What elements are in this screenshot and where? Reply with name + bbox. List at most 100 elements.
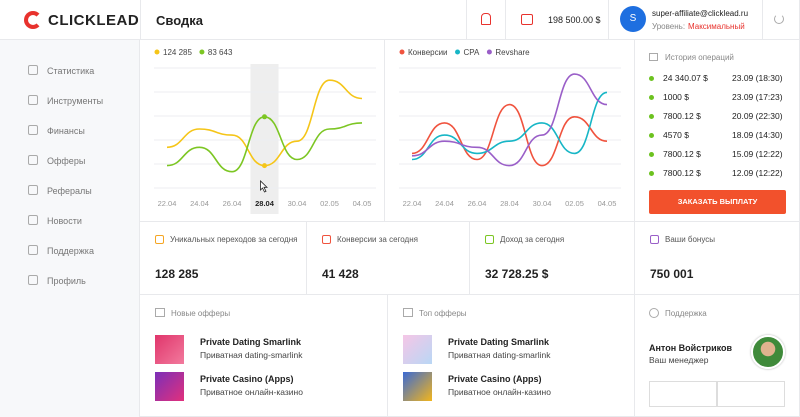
x-tick-label: 24.04 — [190, 199, 209, 208]
sidebar: Статистика Инструменты Финансы Офферы Рефера… — [0, 40, 140, 417]
history-panel: История операций ЗАКАЗАТЬ ВЫПЛАТУ 24 340… — [635, 40, 800, 222]
support-panel: Поддержка Антон Войстриков Ваш менеджер — [635, 295, 800, 417]
cursor — [260, 180, 268, 193]
x-tick-label: 28.04 — [500, 199, 519, 208]
status-dot — [649, 114, 654, 119]
stat-label: Уникальных переходов за сегодня — [170, 235, 298, 244]
offer-name[interactable]: Private Casino (Apps) — [200, 374, 294, 384]
history-amount: 7800.12 $ — [663, 111, 701, 121]
status-dot — [649, 76, 654, 81]
history-date: 12.09 (12:22) — [732, 168, 783, 178]
x-tick-label: 02.05 — [320, 199, 339, 208]
manager-name: Антон Войстриков — [649, 343, 733, 353]
menu-item[interactable]: Статистика — [47, 66, 95, 76]
history-amount: 24 340.07 $ — [663, 73, 708, 83]
menu-icon — [28, 95, 38, 105]
menu-item[interactable]: Новости — [47, 216, 82, 226]
status-dot — [649, 171, 654, 176]
x-tick-label: 22.04 — [158, 199, 177, 208]
balance: 198 500.00 $ — [548, 15, 601, 25]
bell-icon[interactable] — [481, 13, 491, 25]
x-tick-label: 22.04 — [403, 199, 422, 208]
legend-dot — [399, 49, 405, 55]
menu-icon — [28, 65, 38, 75]
divider — [466, 0, 467, 40]
menu-item[interactable]: Поддержка — [47, 246, 94, 256]
stat-icon — [485, 235, 494, 244]
divider — [608, 0, 609, 40]
history-amount: 1000 $ — [663, 92, 689, 102]
x-tick-label: 26.04 — [223, 199, 242, 208]
divider — [505, 0, 506, 40]
history-date: 23.09 (17:23) — [732, 92, 783, 102]
level-label: Уровень: — [652, 22, 686, 31]
status-dot — [649, 95, 654, 100]
stat-card: Уникальных переходов за сегодня 128 285 — [140, 222, 307, 295]
menu-item[interactable]: Офферы — [47, 156, 86, 166]
menu-icon — [28, 125, 38, 135]
new-offers-panel: Новые офферы Private Dating Smarlink Прива… — [140, 295, 388, 417]
offer-desc: Приватное онлайн-казино — [448, 387, 551, 397]
stat-card: Конверсии за сегодня 41 428 — [307, 222, 470, 295]
offer-name[interactable]: Private Dating Smarlink — [200, 337, 302, 347]
divider — [140, 0, 141, 40]
stat-value: 41 428 — [322, 267, 359, 281]
support-icon — [649, 308, 659, 318]
series-line — [411, 103, 608, 167]
stat-value: 750 001 — [650, 267, 694, 281]
offer-image — [403, 372, 432, 401]
telegram-button[interactable] — [649, 381, 717, 407]
history-title: История операций — [665, 53, 734, 62]
menu-icon — [28, 245, 38, 255]
offer-image — [403, 335, 432, 364]
legend-label: 124 285 — [163, 48, 192, 57]
offers-title: Топ офферы — [419, 309, 467, 318]
top-bar: CLICKLEAD Сводка 198 500.00 $ S super-af… — [0, 0, 800, 40]
offer-name[interactable]: Private Casino (Apps) — [448, 374, 542, 384]
offers-title: Новые офферы — [171, 309, 231, 318]
level: Максимальный — [688, 22, 745, 31]
menu-icon — [28, 215, 38, 225]
stat-label: Конверсии за сегодня — [337, 235, 418, 244]
offer-desc: Приватное онлайн-казино — [200, 387, 303, 397]
divider — [762, 0, 763, 40]
legend-label: 83 643 — [208, 48, 233, 57]
email: super-affiliate@clicklead.ru — [652, 9, 749, 18]
history-amount: 4570 $ — [663, 130, 689, 140]
stat-icon — [155, 235, 164, 244]
history-date: 18.09 (14:30) — [732, 130, 783, 140]
offers-icon — [155, 308, 165, 317]
history-date: 15.09 (12:22) — [732, 149, 783, 159]
x-tick-label: 04.05 — [353, 199, 372, 208]
logo: CLICKLEAD — [48, 12, 140, 29]
avatar[interactable]: S — [620, 6, 646, 32]
offer-desc: Приватная dating-smarlink — [200, 350, 303, 360]
menu-item[interactable]: Инструменты — [47, 96, 104, 106]
offer-image — [155, 335, 184, 364]
chart: 124 285 83 643 22.04 24.04 26.04 28.04 30.04 02… — [154, 48, 376, 214]
legend-label: Revshare — [495, 48, 530, 57]
x-tick-label: 24.04 — [435, 199, 454, 208]
menu-item[interactable]: Профиль — [47, 276, 86, 286]
support-title: Поддержка — [665, 309, 707, 318]
history-amount: 7800.12 $ — [663, 149, 701, 159]
stat-value: 128 285 — [155, 267, 199, 281]
manager-photo — [751, 335, 785, 369]
manager-role: Ваш менеджер — [649, 355, 709, 365]
history-date: 23.09 (18:30) — [732, 73, 783, 83]
menu-item[interactable]: Рефералы — [47, 186, 92, 196]
page-title: Сводка — [156, 13, 203, 28]
menu-item[interactable]: Финансы — [47, 126, 85, 136]
payout-button[interactable]: ЗАКАЗАТЬ ВЫПЛАТУ — [649, 190, 786, 214]
offer-name[interactable]: Private Dating Smarlink — [448, 337, 550, 347]
x-tick-label: 28.04 — [255, 199, 275, 208]
offer-desc: Приватная dating-smarlink — [448, 350, 551, 360]
logout-icon[interactable] — [774, 14, 784, 24]
legend-dot — [199, 49, 205, 55]
stat-icon — [650, 235, 659, 244]
hover-point — [262, 114, 267, 120]
logo-icon — [24, 11, 42, 29]
skype-button[interactable] — [717, 381, 785, 407]
x-tick-label: 26.04 — [468, 199, 487, 208]
